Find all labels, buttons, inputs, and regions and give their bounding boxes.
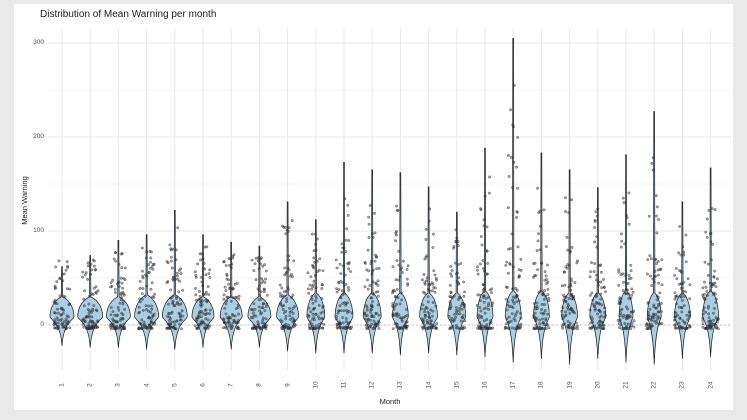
violin-month-1: [49, 266, 75, 346]
violin-jitter-plot: [48, 28, 731, 370]
violin-month-9: [276, 201, 299, 352]
x-tick-label: 3: [114, 383, 122, 387]
plot-panel: [48, 28, 731, 370]
x-tick-label: 15: [453, 381, 461, 389]
violins: [49, 37, 719, 365]
y-tick-label: 0: [40, 321, 44, 328]
x-tick-label: 6: [199, 383, 207, 387]
y-tick-label: 100: [33, 227, 44, 234]
violin-month-20: [589, 187, 607, 359]
x-tick-label: 22: [650, 381, 658, 389]
x-tick-label: 10: [312, 381, 320, 389]
x-tick-label: 11: [340, 381, 348, 389]
x-axis-title: Month: [379, 397, 401, 406]
violin-month-15: [447, 211, 467, 356]
x-tick-label: 24: [707, 381, 715, 389]
x-tick-label: 1: [58, 383, 66, 387]
violin-month-2: [77, 255, 104, 348]
violin-month-22: [646, 111, 662, 365]
y-tick-label: 200: [33, 133, 44, 140]
x-tick-label: 8: [255, 383, 263, 387]
x-tick-label: 2: [86, 383, 94, 387]
x-tick-label: 9: [284, 383, 292, 387]
x-tick-label: 4: [143, 383, 151, 387]
x-tick-label: 21: [622, 381, 630, 389]
y-tick-label: 300: [33, 39, 44, 46]
x-tick-label: 7: [227, 383, 235, 387]
x-tick-label: 18: [537, 381, 545, 389]
x-tick-label: 12: [368, 381, 376, 389]
x-tick-label: 17: [509, 381, 517, 389]
x-tick-label: 14: [425, 381, 433, 389]
x-tick-label: 5: [171, 383, 179, 387]
violin-month-19: [561, 169, 578, 365]
violin-month-6: [191, 234, 215, 348]
x-tick-label: 19: [566, 381, 574, 389]
x-tick-label: 13: [396, 381, 404, 389]
jitter-points: [52, 83, 720, 331]
violin-month-17: [504, 37, 522, 363]
y-axis-title-text: Mean Warning: [19, 175, 29, 225]
violin-month-12: [362, 169, 382, 354]
violin-month-8: [247, 245, 272, 348]
x-tick-label: 20: [594, 381, 602, 389]
violin-month-23: [674, 201, 691, 359]
x-tick-label: 16: [481, 381, 489, 389]
chart-title: Distribution of Mean Warning per month: [40, 9, 217, 20]
violin-month-11: [334, 162, 354, 354]
violin-month-21: [618, 154, 634, 363]
x-tick-label: 23: [678, 381, 686, 389]
figure-area: Distribution of Mean Warning per month M…: [14, 4, 733, 410]
violin-month-3: [106, 240, 131, 348]
